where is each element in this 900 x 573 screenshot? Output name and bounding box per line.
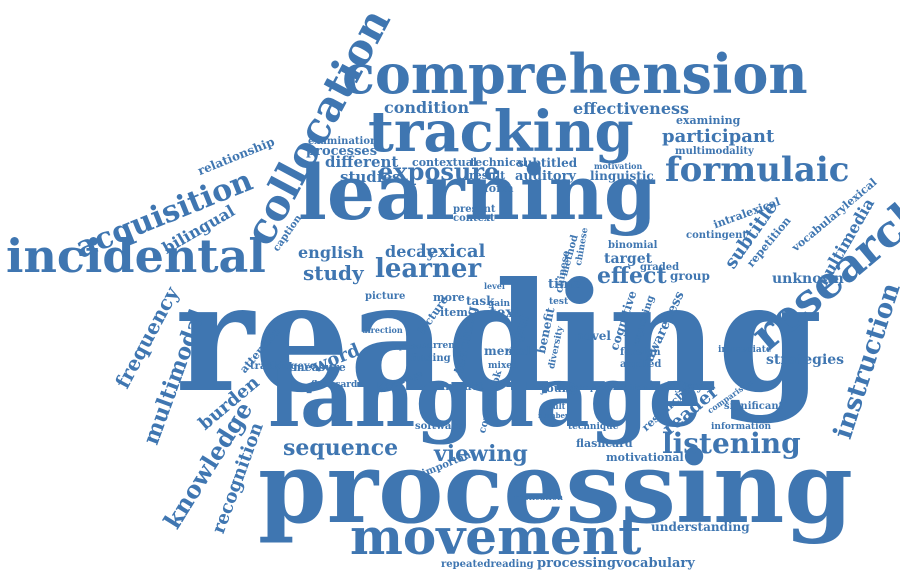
word-study: study — [303, 261, 364, 285]
word-binomial: binomial — [608, 240, 658, 251]
word-studies: studies — [340, 168, 401, 186]
word-contingent: contingent — [686, 230, 747, 241]
word-technique: technique — [568, 422, 619, 432]
word-group: group — [670, 269, 710, 283]
word-flashcard: flashcard — [576, 437, 633, 450]
word-number: number — [538, 411, 569, 420]
word-finding: finding — [411, 353, 451, 364]
word-language: language — [268, 347, 702, 446]
word-subtitled: subtitled — [517, 156, 578, 170]
word-applied: applied — [620, 359, 662, 370]
word-effectiveness: effectiveness — [573, 99, 690, 118]
word-decay: decay — [385, 242, 436, 261]
word-present: present — [453, 204, 496, 215]
word-impact: impact — [441, 380, 484, 393]
word-comprehension: comprehension — [342, 42, 808, 106]
word-context: context — [453, 213, 495, 224]
word-contextual: contextual — [412, 156, 478, 169]
word-movement: movement — [350, 507, 642, 566]
word-learner: learner — [375, 254, 482, 284]
word-text: text — [490, 305, 521, 321]
word-young: young — [540, 382, 578, 395]
word-time: time — [548, 277, 581, 292]
word-novel: novel — [575, 329, 611, 343]
word-exposure: exposure — [378, 157, 500, 186]
word-result: result — [469, 169, 506, 182]
word-adult: adult — [542, 401, 566, 411]
word-incidental: incidental — [6, 229, 266, 283]
word-immediate: immediate — [718, 345, 772, 355]
word-graded: graded — [640, 262, 680, 273]
word-viewing: viewing — [434, 441, 528, 467]
word-sequence: sequence — [283, 435, 399, 461]
word-different: different — [325, 153, 399, 171]
word-picture: picture — [365, 291, 406, 302]
word-lexical: lexical — [420, 241, 486, 262]
word-software: software — [415, 421, 463, 432]
word-replication: replication — [514, 492, 563, 502]
word-classroom: classroom — [562, 382, 608, 392]
word-trackingeye: trackingeye — [250, 361, 316, 372]
word-repeatedreading: repeatedreading — [441, 559, 534, 570]
word-target: target — [604, 251, 653, 267]
word-level: level — [484, 281, 505, 291]
word-reading: reading — [175, 250, 823, 426]
word-multimodality: multimodality — [675, 146, 754, 157]
word-processes: processes — [306, 144, 378, 159]
word-effect: effect — [597, 263, 667, 289]
word-measure: measure — [293, 361, 346, 374]
word-flashcards: flashcards — [311, 380, 363, 390]
word-item: item — [440, 306, 468, 319]
word-mixed: mixed — [488, 361, 519, 371]
word-presentation: presentation — [590, 382, 648, 392]
word-auditory: auditory — [515, 169, 576, 184]
word-form: form — [484, 182, 514, 195]
word-gain: gain — [488, 299, 511, 309]
word-strategies: strategies — [766, 352, 845, 368]
word-learning: learning — [298, 148, 658, 237]
word-current: current — [421, 341, 459, 351]
word-direction: direction — [362, 325, 403, 335]
word-tracking: tracking — [368, 99, 634, 165]
word-examining: examining — [676, 114, 741, 127]
word-processingvocabulary: processingvocabulary — [537, 556, 695, 571]
word-imagery: imagery — [649, 379, 704, 393]
word-unknown: unknown — [772, 271, 844, 287]
word-participant: participant — [662, 126, 775, 147]
word-processing: processing — [258, 431, 853, 546]
word-condition: condition — [384, 98, 470, 117]
word-motivational: motivational — [606, 451, 684, 464]
word-foreign: foreign — [620, 347, 661, 358]
word-significant: significant — [724, 401, 784, 412]
word-technical: technical — [470, 156, 527, 169]
word-mental: mental — [484, 344, 531, 358]
word-understanding: understanding — [651, 520, 750, 534]
word-task: task — [466, 294, 495, 308]
word-special: special — [395, 342, 423, 351]
word-examination: examination — [308, 136, 378, 147]
word-more: more — [433, 291, 465, 304]
word-listening: listening — [662, 427, 801, 460]
word-motivation: motivation — [594, 161, 643, 171]
word-formulaic: formulaic — [665, 150, 850, 190]
word-english: english — [298, 243, 364, 262]
word-test: test — [549, 297, 569, 307]
word-information: information — [711, 422, 772, 432]
word-linguistic: linguistic — [590, 169, 654, 183]
